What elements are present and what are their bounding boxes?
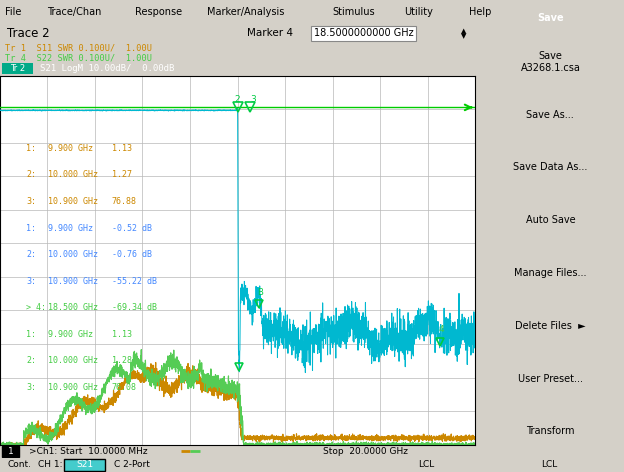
- Text: Help: Help: [469, 7, 492, 17]
- Text: Stop  20.0000 GHz: Stop 20.0000 GHz: [323, 447, 408, 456]
- Text: 10.000 GHz: 10.000 GHz: [47, 250, 97, 259]
- Text: 10.000 GHz: 10.000 GHz: [47, 170, 97, 179]
- Text: 3:: 3:: [26, 197, 36, 206]
- Text: 1.28: 1.28: [112, 356, 132, 365]
- Text: 3:: 3:: [26, 277, 36, 286]
- Text: 1.13: 1.13: [112, 144, 132, 153]
- Text: 2:: 2:: [26, 250, 36, 259]
- Text: 1.13: 1.13: [112, 330, 132, 339]
- Text: -0.76 dB: -0.76 dB: [112, 250, 152, 259]
- Text: -55.22 dB: -55.22 dB: [112, 277, 157, 286]
- Text: Tr 4  S22 SWR 0.100U/  1.00U: Tr 4 S22 SWR 0.100U/ 1.00U: [5, 53, 152, 62]
- Text: 1.27: 1.27: [112, 170, 132, 179]
- Text: 10.000 GHz: 10.000 GHz: [47, 356, 97, 365]
- Text: 9.900 GHz: 9.900 GHz: [47, 144, 92, 153]
- FancyBboxPatch shape: [2, 63, 33, 74]
- Text: 3:: 3:: [26, 383, 36, 392]
- Text: Delete Files  ►: Delete Files ►: [515, 321, 586, 331]
- Text: S21: S21: [76, 460, 93, 469]
- Text: 76.08: 76.08: [112, 383, 137, 392]
- Text: B: B: [257, 288, 263, 297]
- Text: Trace/Chan: Trace/Chan: [47, 7, 102, 17]
- Text: ▲
▼: ▲ ▼: [461, 28, 466, 39]
- FancyBboxPatch shape: [2, 446, 19, 456]
- Text: 2: 2: [235, 95, 240, 104]
- FancyBboxPatch shape: [64, 459, 105, 471]
- Text: Save As...: Save As...: [527, 110, 574, 119]
- Text: 18.5000000000 GHz: 18.5000000000 GHz: [314, 28, 414, 38]
- Text: File: File: [5, 7, 21, 17]
- Text: Marker/Analysis: Marker/Analysis: [207, 7, 285, 17]
- Text: User Preset...: User Preset...: [518, 374, 583, 384]
- Text: 9.900 GHz: 9.900 GHz: [47, 224, 92, 233]
- Text: LCL: LCL: [542, 460, 558, 470]
- Text: 2:: 2:: [26, 170, 36, 179]
- Text: Marker 4: Marker 4: [247, 28, 293, 38]
- Text: Tr 2: Tr 2: [11, 64, 26, 73]
- Text: > 4:: > 4:: [26, 303, 46, 312]
- Text: Transform: Transform: [526, 426, 575, 437]
- Text: 1: 1: [7, 447, 13, 456]
- Text: CH 1:: CH 1:: [38, 460, 62, 469]
- Text: 18.500 GHz: 18.500 GHz: [47, 303, 97, 312]
- Text: 10.900 GHz: 10.900 GHz: [47, 197, 97, 206]
- Text: Stimulus: Stimulus: [332, 7, 374, 17]
- Text: Save
A3268.1.csa: Save A3268.1.csa: [520, 51, 580, 73]
- Text: S21 LogM 10.00dB/  0.00dB: S21 LogM 10.00dB/ 0.00dB: [41, 64, 175, 73]
- Text: C 2-Port: C 2-Port: [114, 460, 150, 469]
- Text: 10.900 GHz: 10.900 GHz: [47, 277, 97, 286]
- Text: -0.52 dB: -0.52 dB: [112, 224, 152, 233]
- Text: 2:: 2:: [26, 356, 36, 365]
- Text: Manage Files...: Manage Files...: [514, 268, 587, 278]
- Text: 10.900 GHz: 10.900 GHz: [47, 383, 97, 392]
- Text: Utility: Utility: [404, 7, 433, 17]
- Text: >Ch1: Start  10.0000 MHz: >Ch1: Start 10.0000 MHz: [29, 447, 147, 456]
- Text: Trace 2: Trace 2: [7, 27, 50, 40]
- Text: 1:: 1:: [26, 330, 36, 339]
- Text: -69.34 dB: -69.34 dB: [112, 303, 157, 312]
- Text: Response: Response: [135, 7, 182, 17]
- Text: LCL: LCL: [419, 460, 435, 469]
- Text: 1:: 1:: [26, 224, 36, 233]
- Text: 1:: 1:: [26, 144, 36, 153]
- Text: Save Data As...: Save Data As...: [513, 162, 588, 172]
- Text: 9.900 GHz: 9.900 GHz: [47, 330, 92, 339]
- Text: Cont.: Cont.: [7, 460, 31, 469]
- Text: Auto Save: Auto Save: [525, 215, 575, 225]
- Text: 4: 4: [439, 325, 444, 334]
- Text: Save: Save: [537, 13, 563, 23]
- Text: 3: 3: [251, 95, 256, 104]
- Text: Tr 1  S11 SWR 0.100U/  1.00U: Tr 1 S11 SWR 0.100U/ 1.00U: [5, 43, 152, 52]
- Text: 76.88: 76.88: [112, 197, 137, 206]
